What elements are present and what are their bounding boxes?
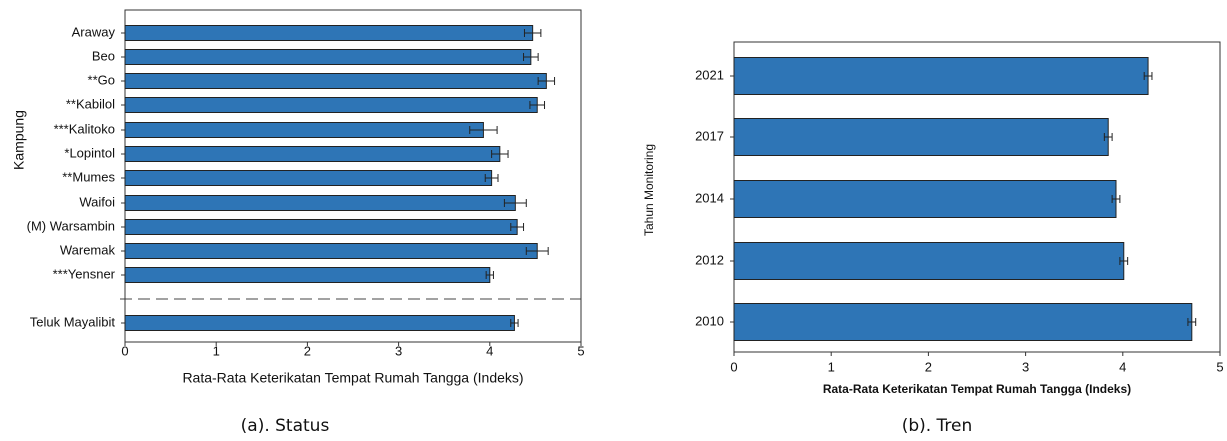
bar (733, 57, 1149, 95)
error-bar (484, 174, 499, 182)
caption: (b). Tren (902, 416, 973, 436)
bar (733, 180, 1117, 218)
y-tick-label: Araway (72, 24, 116, 39)
x-tick-label: 5 (1216, 359, 1223, 374)
bar (733, 118, 1109, 156)
bar (124, 146, 501, 162)
bar (124, 122, 484, 138)
y-tick-label: *Lopintol (64, 145, 115, 160)
error-bar (529, 101, 546, 109)
bar (124, 25, 534, 41)
bar (733, 242, 1125, 280)
y-tick-label: 2010 (695, 313, 724, 328)
x-tick-label: 0 (121, 343, 128, 358)
y-tick-label: Waremak (60, 242, 116, 257)
x-tick-label: 2 (304, 343, 311, 358)
bar (733, 303, 1193, 341)
bar (124, 243, 538, 259)
y-tick-label: ***Yensner (53, 266, 116, 281)
x-tick-label: 3 (1022, 359, 1029, 374)
error-bar (537, 77, 556, 85)
x-axis-label: Rata-Rata Keterikatan Tempat Rumah Tangg… (182, 370, 523, 386)
y-tick-label: **Kabilol (66, 96, 115, 111)
bar (124, 170, 493, 186)
error-bar (525, 247, 549, 255)
error-bar (510, 319, 519, 327)
x-tick-label: 0 (730, 359, 737, 374)
x-tick-label: 1 (828, 359, 835, 374)
y-tick-label: 2014 (695, 190, 724, 205)
y-tick-label: 2012 (695, 252, 724, 267)
y-axis-label: Kampung (11, 110, 27, 170)
x-tick-label: 4 (1119, 359, 1126, 374)
bar (124, 267, 491, 283)
y-tick-label: 2017 (695, 128, 724, 143)
y-tick-label: (M) Warsambin (27, 218, 115, 233)
y-tick-label: ***Kalitoko (54, 121, 115, 136)
y-tick-label: 2021 (695, 67, 724, 82)
error-bar (1111, 195, 1121, 203)
bar (124, 49, 532, 65)
bar (124, 219, 518, 235)
y-tick-label: **Mumes (62, 169, 115, 184)
bar (124, 315, 515, 331)
error-bar (523, 29, 542, 37)
caption: (a). Status (241, 416, 330, 436)
bar (124, 195, 516, 211)
error-bar (510, 223, 525, 231)
x-tick-label: 3 (395, 343, 402, 358)
error-bar (469, 126, 498, 134)
error-bar (1103, 133, 1113, 141)
error-bar (1119, 257, 1129, 265)
x-tick-label: 2 (925, 359, 932, 374)
x-tick-label: 4 (486, 343, 493, 358)
y-tick-label: Waifoi (79, 194, 115, 209)
error-bar (523, 53, 539, 61)
x-axis-label: Rata-Rata Keterikatan Tempat Rumah Tangg… (823, 382, 1131, 396)
error-bar (1143, 72, 1153, 80)
y-tick-label: **Go (88, 72, 115, 87)
x-tick-label: 5 (577, 343, 584, 358)
error-bar (491, 150, 509, 158)
bar (124, 73, 547, 89)
x-tick-label: 1 (213, 343, 220, 358)
error-bar (1187, 318, 1197, 326)
bar (124, 97, 538, 113)
error-bar (485, 271, 494, 279)
y-tick-label: Beo (92, 48, 115, 63)
y-axis-label: Tahun Monitoring (642, 144, 656, 236)
error-bar (503, 199, 527, 207)
y-tick-label: Teluk Mayalibit (30, 314, 116, 329)
